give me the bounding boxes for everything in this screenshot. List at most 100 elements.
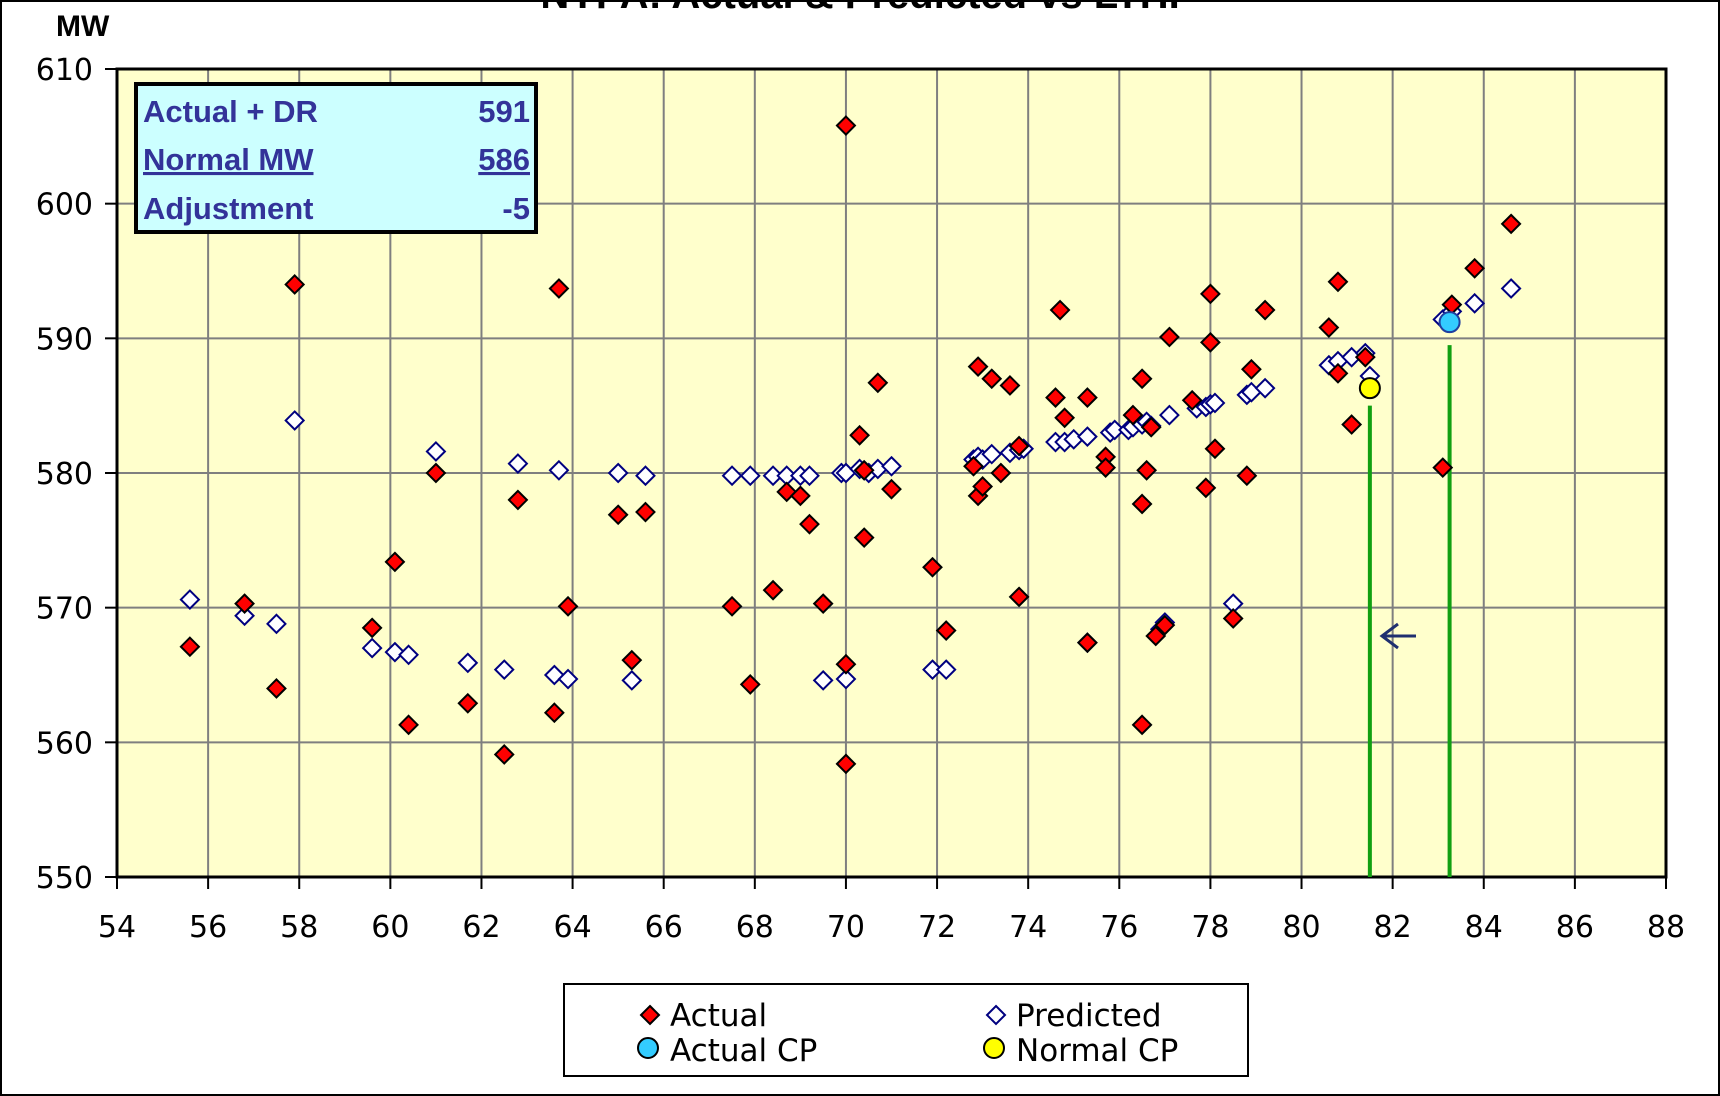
- predicted-point: [1158, 404, 1180, 426]
- actual-point: [999, 375, 1021, 396]
- predicted-point: [835, 668, 857, 690]
- x-tick-label: 84: [1465, 910, 1503, 945]
- actual-point: [1145, 625, 1167, 647]
- info-value-actual-dr: 591: [478, 94, 530, 129]
- legend-label-normal-cp: Normal CP: [1016, 1033, 1178, 1069]
- x-tick-label: 64: [553, 910, 591, 945]
- actual-point: [361, 617, 383, 639]
- predicted-point: [1500, 278, 1522, 299]
- y-tick-label: 600: [36, 188, 93, 223]
- actual-point: [849, 424, 871, 446]
- actual-point: [990, 462, 1012, 484]
- legend-label-actual-cp: Actual CP: [670, 1033, 817, 1069]
- legend-actual-icon: [639, 1004, 661, 1026]
- actual-point: [835, 115, 857, 136]
- predicted-point: [621, 669, 643, 691]
- actual-point: [1318, 317, 1340, 338]
- actual-point: [1222, 608, 1244, 629]
- x-tick-label: 62: [462, 910, 500, 945]
- actual-point: [963, 455, 984, 477]
- actual-point: [922, 556, 943, 578]
- actual-point: [398, 714, 419, 736]
- predicted-point: [234, 605, 255, 627]
- actual-point: [789, 485, 811, 507]
- actual-point: [1204, 438, 1226, 460]
- info-label-normal-mw: Normal MW: [143, 142, 314, 177]
- predicted-point: [721, 465, 743, 487]
- actual-point: [1500, 213, 1522, 235]
- x-tick-label: 78: [1191, 910, 1229, 945]
- x-tick-label: 54: [98, 910, 136, 945]
- predicted-point: [457, 652, 479, 674]
- y-axis-unit-label: MW: [56, 10, 110, 43]
- predicted-point: [398, 644, 419, 666]
- actual-point: [1158, 326, 1180, 348]
- actual-point: [493, 744, 515, 765]
- predicted-point: [812, 669, 834, 691]
- predicted-point: [425, 441, 447, 462]
- x-tick-label: 80: [1282, 910, 1320, 945]
- actual-point: [1140, 416, 1162, 438]
- actual-point: [1076, 632, 1098, 654]
- axes: 550 560 570 580 590 600 610 54 56 58 60 62 64 66 68 70 7…: [36, 53, 1685, 945]
- actual-point: [1327, 271, 1349, 293]
- predicted-point: [762, 465, 784, 487]
- legend-label-actual: Actual: [670, 998, 767, 1034]
- actual-point: [935, 620, 957, 641]
- actual-point: [1195, 477, 1217, 499]
- actual-point: [1054, 407, 1076, 429]
- x-tick-label: 60: [371, 910, 409, 945]
- predicted-point: [1254, 377, 1276, 399]
- actual-point: [384, 551, 406, 573]
- info-label-actual-dr: Actual + DR: [143, 94, 318, 129]
- actual-point: [739, 674, 761, 695]
- actual-point: [853, 527, 875, 549]
- info-value-adjustment: -5: [502, 191, 530, 226]
- actual-point: [266, 678, 287, 699]
- actual-point: [812, 593, 834, 615]
- predicted-point: [739, 465, 761, 487]
- actual-point: [1095, 457, 1117, 479]
- actual-point: [867, 372, 889, 394]
- actual-point: [621, 649, 643, 671]
- predicted-point: [981, 443, 1003, 465]
- legend-label-predicted: Predicted: [1016, 998, 1162, 1034]
- actual-point: [425, 462, 447, 484]
- actual-point: [762, 579, 784, 601]
- actual-point: [981, 368, 1003, 390]
- y-tick-label: 550: [36, 861, 93, 896]
- predicted-point: [635, 465, 656, 487]
- y-tick-label: 560: [36, 726, 93, 761]
- predicted-point: [284, 410, 306, 431]
- predicted-point: [507, 453, 529, 474]
- actual-point: [507, 489, 529, 511]
- legend-normal-cp-icon: [983, 1037, 1005, 1059]
- predicted-point: [1104, 419, 1126, 441]
- actual-point: [1464, 257, 1486, 279]
- actual-point: [1254, 299, 1276, 321]
- x-tick-label: 56: [189, 910, 227, 945]
- x-tick-label: 82: [1374, 910, 1412, 945]
- x-tick-label: 74: [1009, 910, 1047, 945]
- actual-point: [1199, 331, 1221, 353]
- predicted-point: [799, 465, 820, 487]
- predicted-point: [607, 462, 629, 484]
- actual-point: [1076, 387, 1098, 409]
- predicted-point: [548, 459, 570, 481]
- x-tick-label: 70: [827, 910, 865, 945]
- actual-point: [1236, 465, 1258, 487]
- actual-point: [1241, 358, 1262, 380]
- predicted-point: [361, 637, 383, 659]
- actual-point: [1008, 435, 1030, 457]
- actual-point: [1049, 299, 1071, 321]
- actual-point: [457, 692, 479, 714]
- predicted-point: [1204, 392, 1226, 414]
- predicted-point: [935, 659, 957, 681]
- x-tick-label: 88: [1647, 910, 1685, 945]
- legend-box: [563, 983, 1249, 1077]
- legend-predicted-icon: [985, 1004, 1007, 1026]
- predicted-point: [1076, 426, 1098, 448]
- actual-point: [1154, 614, 1176, 636]
- y-tick-label: 570: [36, 592, 93, 627]
